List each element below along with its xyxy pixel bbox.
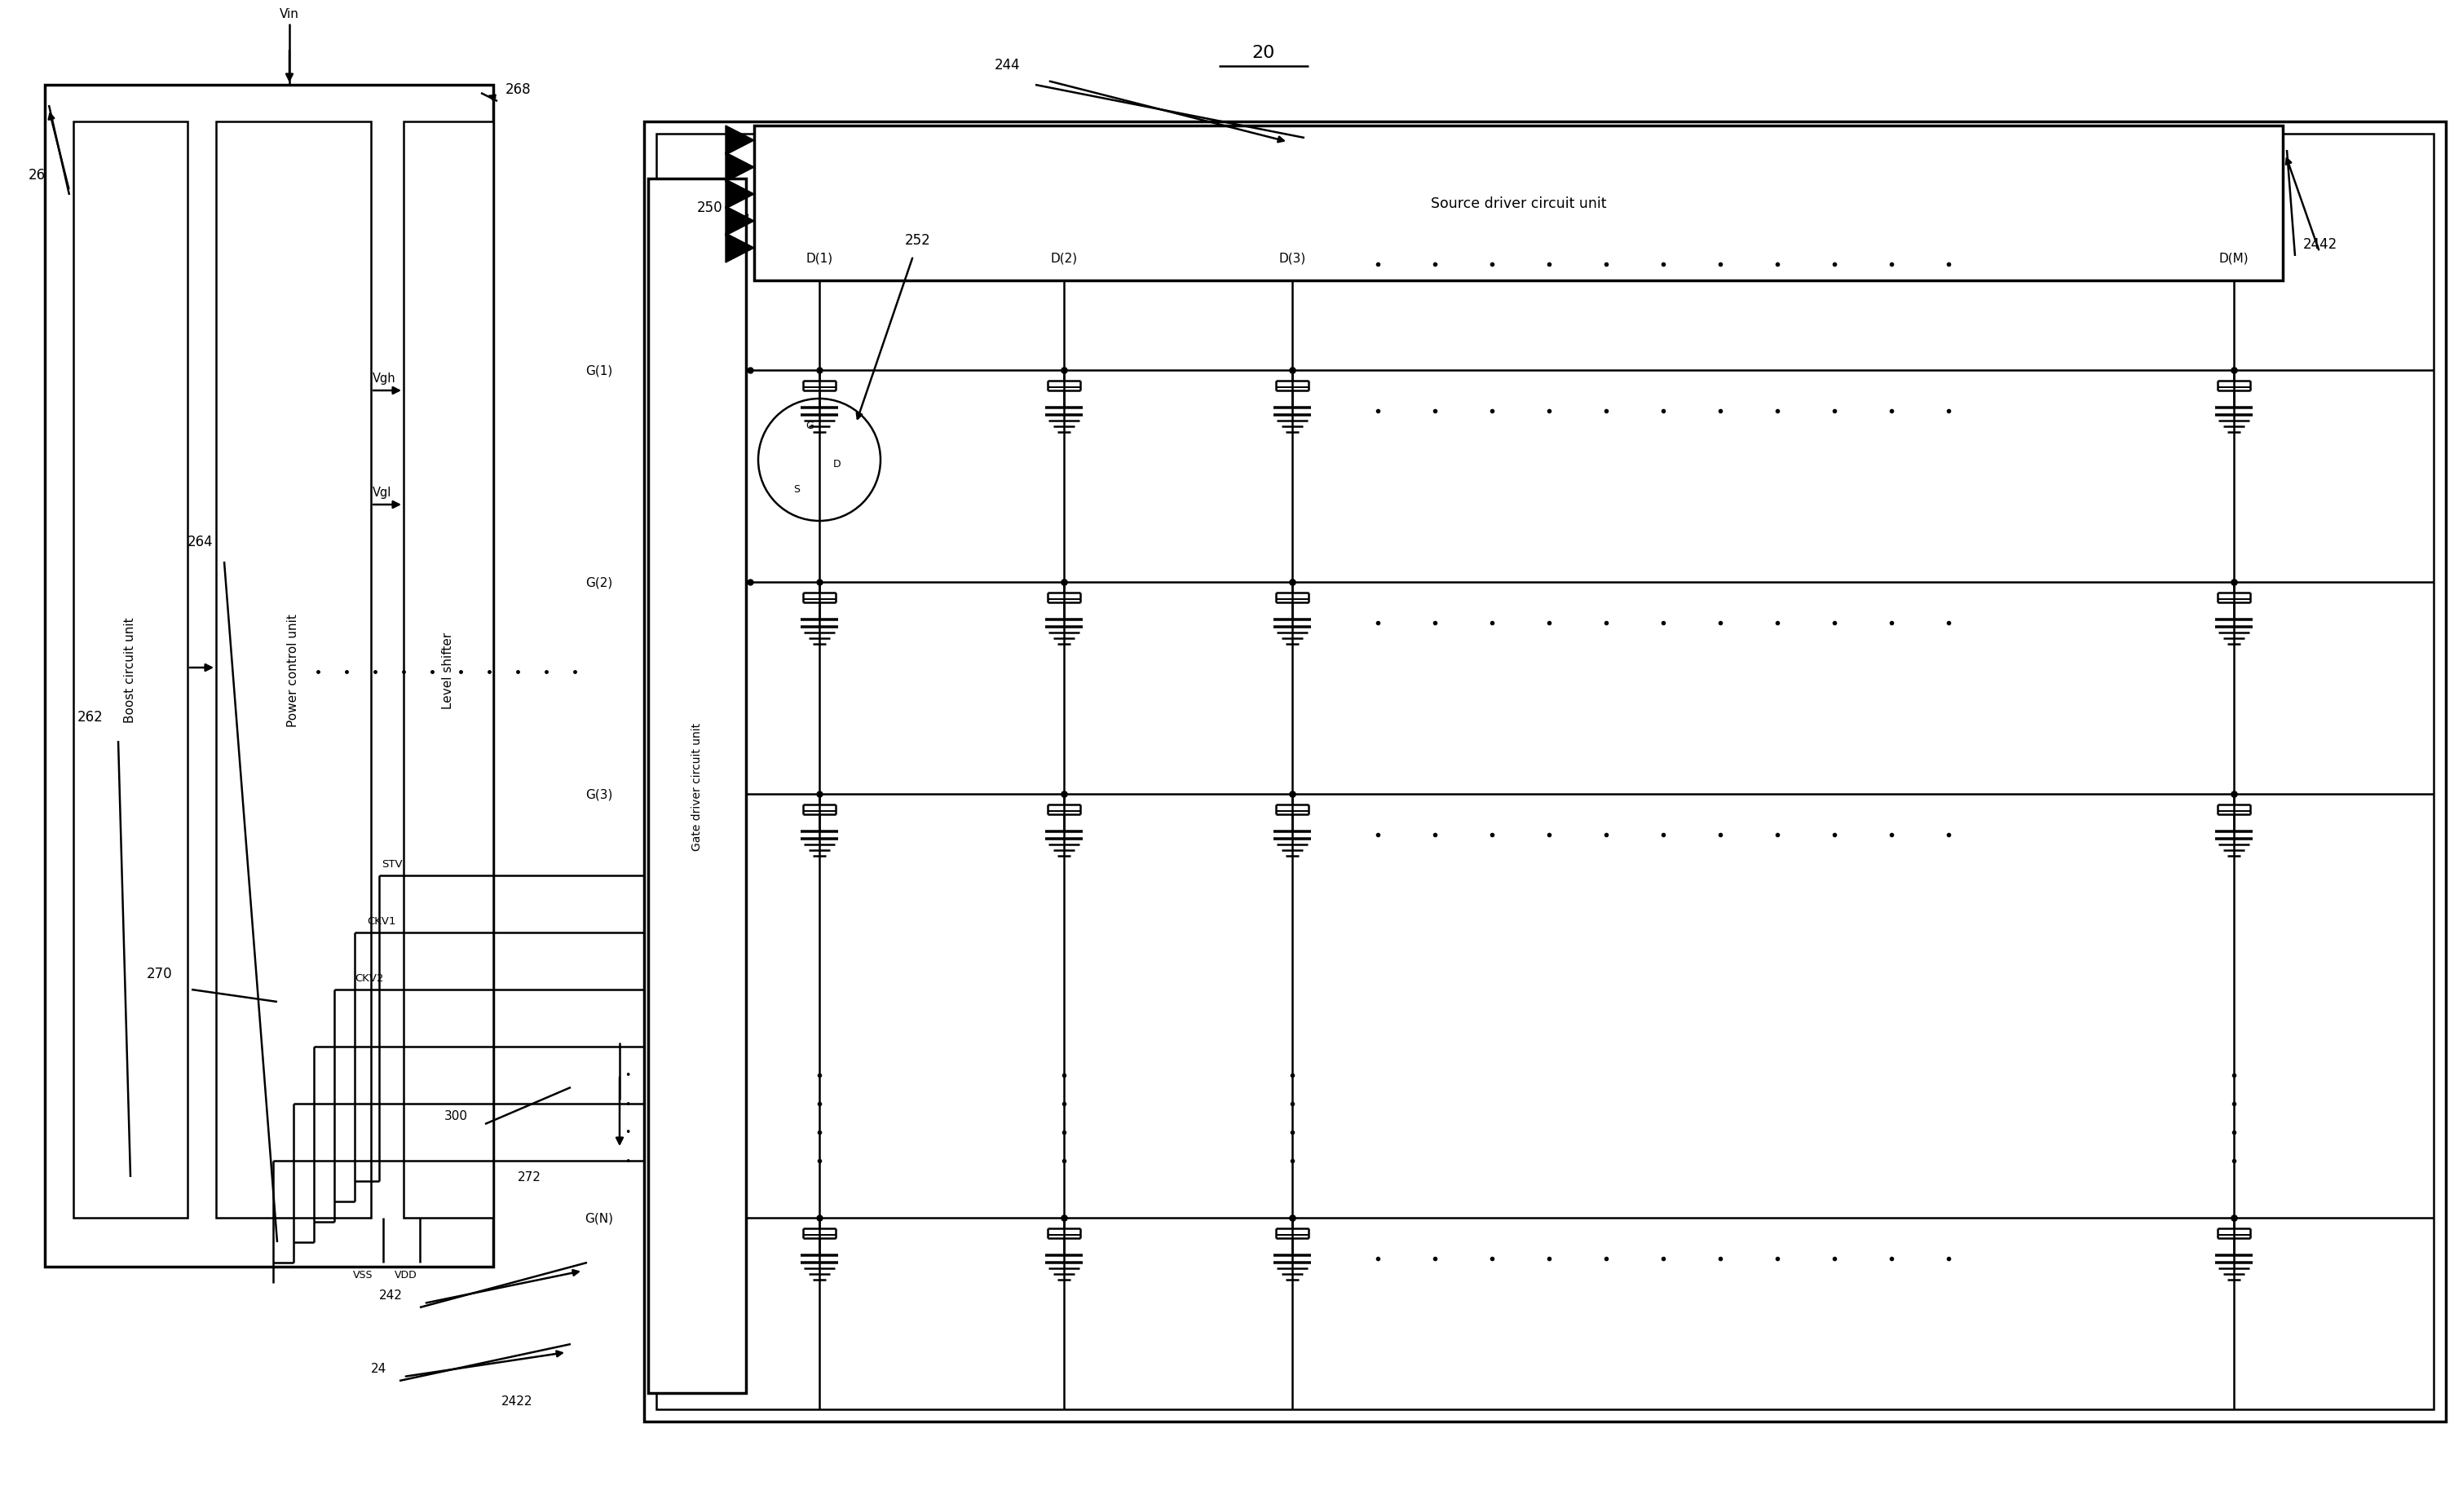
Bar (648, 180, 746, 1393)
Text: S: S (793, 484, 800, 494)
Polygon shape (726, 153, 753, 183)
Text: •: • (626, 1126, 631, 1137)
Text: D(2): D(2) (1050, 253, 1077, 265)
Bar (643, 122, 2447, 1421)
Text: 300: 300 (444, 1110, 469, 1122)
Text: 268: 268 (506, 82, 530, 97)
Text: CKV1: CKV1 (368, 915, 395, 925)
Text: 2422: 2422 (501, 1396, 533, 1408)
Text: CKV2: CKV2 (356, 972, 383, 983)
Text: 252: 252 (906, 233, 930, 248)
Text: G(1): G(1) (587, 364, 614, 376)
Text: 262: 262 (79, 709, 103, 724)
Text: Power control unit: Power control unit (287, 614, 299, 727)
Text: Vgh: Vgh (373, 372, 395, 386)
Text: •: • (626, 1155, 631, 1166)
Text: Vin: Vin (280, 8, 299, 20)
Text: 20: 20 (1252, 45, 1276, 60)
Text: G(3): G(3) (587, 788, 614, 800)
Text: 26: 26 (29, 168, 47, 183)
Text: D(3): D(3) (1279, 253, 1306, 265)
Text: 244: 244 (994, 57, 1021, 73)
Text: 24: 24 (371, 1362, 388, 1374)
Bar (402, 122, 493, 1217)
Polygon shape (726, 180, 753, 209)
Polygon shape (726, 234, 753, 263)
Text: 264: 264 (187, 534, 213, 549)
Text: 272: 272 (518, 1172, 542, 1184)
Text: •: • (626, 1070, 631, 1081)
Text: G(2): G(2) (587, 576, 614, 588)
Text: D(1): D(1) (805, 253, 832, 265)
Text: 270: 270 (147, 966, 172, 981)
Bar (753, 127, 2282, 281)
Bar (216, 122, 371, 1217)
Bar (44, 86, 493, 1267)
Text: 2442: 2442 (2304, 237, 2339, 251)
Bar (655, 135, 2434, 1409)
Text: Vgl: Vgl (373, 487, 393, 499)
Polygon shape (726, 207, 753, 236)
Text: G: G (805, 420, 815, 431)
Text: D(M): D(M) (2218, 253, 2248, 265)
Text: Source driver circuit unit: Source driver circuit unit (1431, 197, 1607, 212)
Text: 242: 242 (378, 1290, 402, 1302)
Text: 250: 250 (697, 201, 724, 215)
Text: •: • (626, 1099, 631, 1110)
Polygon shape (726, 127, 753, 156)
Text: VDD: VDD (395, 1270, 417, 1281)
Text: Level shifter: Level shifter (442, 632, 454, 709)
Text: Boost circuit unit: Boost circuit unit (125, 617, 137, 723)
Text: G(N): G(N) (584, 1211, 614, 1225)
Text: STV: STV (380, 859, 402, 869)
Text: VSS: VSS (353, 1270, 373, 1281)
Text: Gate driver circuit unit: Gate driver circuit unit (692, 723, 702, 850)
Bar (74, 122, 187, 1217)
Text: D: D (834, 460, 842, 470)
